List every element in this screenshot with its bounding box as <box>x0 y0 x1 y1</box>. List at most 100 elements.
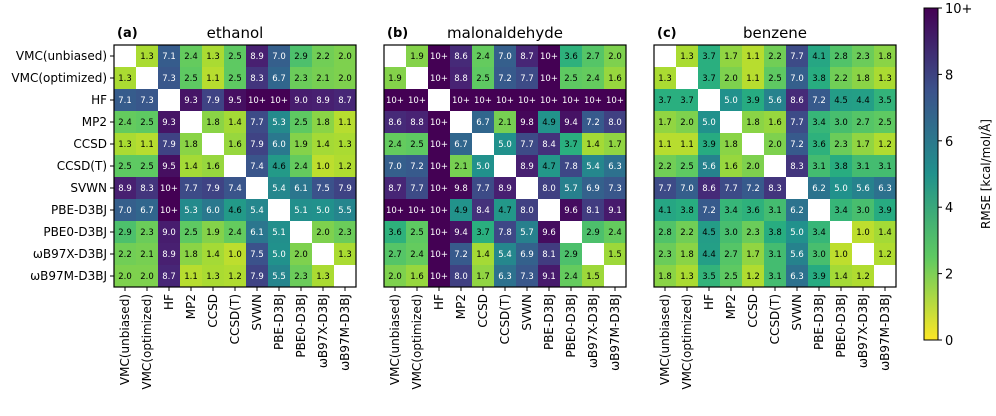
cell-value-label: 4.5 <box>702 228 716 238</box>
heatmap-cell-empty <box>516 177 538 199</box>
cell-value-label: 2.5 <box>140 162 154 172</box>
colorbar-tick-label: 8 <box>945 68 953 83</box>
cell-value-label: 5.4 <box>498 250 512 260</box>
heatmap-cell <box>268 243 290 265</box>
cell-value-label: 1.1 <box>206 74 220 84</box>
cell-value-label: 10+ <box>430 118 448 128</box>
cell-value-label: 5.4 <box>250 206 264 216</box>
heatmap-cell <box>604 221 626 243</box>
cell-value-label: 2.9 <box>586 228 600 238</box>
x-tick-label: VMC(unbiased) <box>658 294 672 385</box>
cell-value-label: 2.7 <box>856 118 870 128</box>
heatmap-cell <box>268 265 290 287</box>
cell-value-label: 2.5 <box>564 74 578 84</box>
cell-value-label: 10+ <box>452 96 470 106</box>
heatmap-cell <box>604 199 626 221</box>
cell-value-label: 2.0 <box>768 140 782 150</box>
cell-value-label: 7.0 <box>680 184 694 194</box>
cell-value-label: 1.7 <box>746 250 760 260</box>
heatmap-cell <box>786 45 808 67</box>
heatmap-cell <box>764 243 786 265</box>
x-tick-label: ωB97X-D3BJ <box>856 294 870 368</box>
cell-value-label: 10+ <box>430 250 448 260</box>
cell-value-label: 3.7 <box>564 140 578 150</box>
colorbar-tick-label: 4 <box>945 201 953 216</box>
heatmap-cell <box>494 265 516 287</box>
cell-value-label: 3.9 <box>812 272 826 282</box>
cell-value-label: 3.1 <box>812 162 826 172</box>
cell-value-label: 2.0 <box>680 118 694 128</box>
heatmap-cell <box>224 133 246 155</box>
heatmap-cell <box>494 67 516 89</box>
cell-value-label: 7.9 <box>338 184 352 194</box>
heatmap-cell <box>698 155 720 177</box>
cell-value-label: 7.5 <box>316 184 330 194</box>
cell-value-label: 3.6 <box>746 206 760 216</box>
cell-value-label: 8.4 <box>476 206 490 216</box>
heatmap-cell <box>654 177 676 199</box>
cell-value-label: 2.1 <box>140 250 154 260</box>
heatmap-cell <box>136 199 158 221</box>
heatmap-cell <box>654 89 676 111</box>
cell-value-label: 5.5 <box>272 272 286 282</box>
heatmap-cell <box>560 67 582 89</box>
cell-value-label: 6.1 <box>250 228 264 238</box>
cell-value-label: 2.5 <box>140 118 154 128</box>
cell-value-label: 1.6 <box>206 162 220 172</box>
cell-value-label: 2.3 <box>834 140 848 150</box>
heatmap-cell <box>406 177 428 199</box>
cell-value-label: 1.1 <box>680 140 694 150</box>
heatmap-cell <box>852 111 874 133</box>
cell-value-label: 8.7 <box>162 272 176 282</box>
cell-value-label: 2.0 <box>608 52 622 62</box>
heatmap-cell <box>786 133 808 155</box>
heatmap-cell <box>246 155 268 177</box>
heatmap-cell <box>246 243 268 265</box>
heatmap-cell <box>472 265 494 287</box>
cell-value-label: 7.8 <box>564 162 578 172</box>
cell-value-label: 3.1 <box>856 162 870 172</box>
cell-value-label: 8.1 <box>586 206 600 216</box>
heatmap-cell <box>676 199 698 221</box>
cell-value-label: 2.7 <box>586 52 600 62</box>
heatmap-cell <box>450 221 472 243</box>
cell-value-label: 3.7 <box>476 228 490 238</box>
heatmap-cell <box>808 265 830 287</box>
heatmap-cell <box>450 243 472 265</box>
x-tick-label: CCSD(T) <box>498 294 512 344</box>
heatmap-cell <box>538 177 560 199</box>
heatmap-cell <box>764 89 786 111</box>
heatmap-cell <box>384 265 406 287</box>
heatmap-cell <box>494 111 516 133</box>
cell-value-label: 1.4 <box>476 250 490 260</box>
heatmap-cell <box>224 177 246 199</box>
cell-value-label: 1.4 <box>586 140 600 150</box>
cell-value-label: 8.0 <box>454 272 468 282</box>
heatmap-cell <box>268 67 290 89</box>
cell-value-label: 5.7 <box>564 184 578 194</box>
heatmap-cell <box>202 155 224 177</box>
heatmap-cell <box>516 265 538 287</box>
heatmap-cell-empty <box>720 111 742 133</box>
cell-value-label: 8.9 <box>520 162 534 172</box>
cell-value-label: 6.3 <box>878 184 892 194</box>
cell-value-label: 8.3 <box>790 162 804 172</box>
x-tick-label: MP2 <box>184 294 198 319</box>
x-tick-label: VMC(optimized) <box>680 294 694 390</box>
heatmap-cell <box>450 177 472 199</box>
cell-value-label: 6.2 <box>790 206 804 216</box>
cell-value-label: 5.5 <box>338 206 352 216</box>
heatmap-cell <box>852 199 874 221</box>
heatmap-cell <box>852 177 874 199</box>
heatmap-cell <box>808 221 830 243</box>
heatmap-cell <box>676 111 698 133</box>
heatmap-cell <box>808 133 830 155</box>
cell-value-label: 8.7 <box>520 52 534 62</box>
heatmap-cell <box>560 243 582 265</box>
cell-value-label: 8.9 <box>162 250 176 260</box>
heatmap-cell <box>698 177 720 199</box>
cell-value-label: 9.6 <box>542 228 556 238</box>
cell-value-label: 5.3 <box>272 118 286 128</box>
heatmap-cell <box>830 133 852 155</box>
heatmap-cell <box>246 89 268 111</box>
